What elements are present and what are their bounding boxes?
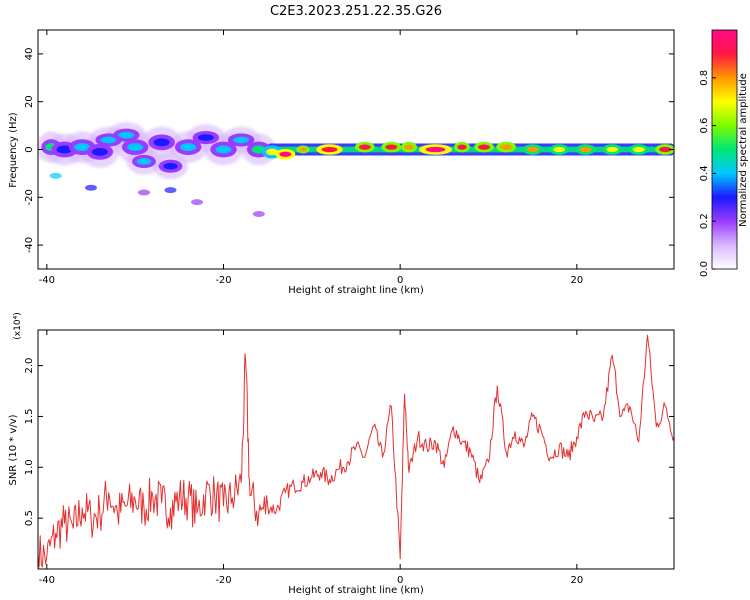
spectrogram-blob-core: [118, 131, 135, 139]
snr-y-axis-label: SNR (10 * v/v): [8, 414, 19, 485]
y-tick-label: 0.5: [24, 510, 35, 526]
spectrogram-faint-point: [191, 199, 203, 206]
spectrogram-blob-core: [279, 151, 292, 157]
colorbar-ticks: 0.0 0.2 0.4 0.6 0.8: [699, 70, 716, 277]
spectrogram-blob-core: [404, 144, 414, 150]
spectrogram-blob-core: [321, 146, 338, 153]
colorbar-tick-label: 0.2: [699, 213, 710, 229]
snr-x-ticks: -40 -20 0 20: [39, 330, 583, 586]
spectrogram-blob-core: [100, 136, 117, 144]
x-tick-label: -40: [39, 275, 55, 286]
spectrogram-blob-core: [659, 146, 672, 153]
spectrogram-blob-core: [606, 146, 619, 153]
spectrogram-blob-core: [553, 146, 566, 153]
y-tick-label: 40: [24, 48, 35, 61]
spectrogram-blob-core: [385, 144, 398, 150]
colorbar-tick-label: 0.6: [699, 118, 710, 134]
spectrogram-band-core: [267, 146, 674, 153]
colorbar-label: Normalized spectral amplitude: [738, 73, 749, 227]
spectrogram-blob-core: [127, 143, 144, 152]
colorbar-gradient: [711, 29, 738, 270]
y-tick-label: 20: [24, 95, 35, 108]
snr-series-line: [38, 334, 674, 568]
figure-title: C2E3.2023.251.22.35.G26: [270, 4, 442, 19]
y-tick-label: -20: [24, 189, 35, 205]
y-tick-label: 1.0: [24, 459, 35, 475]
y-tick-label: 2.0: [24, 358, 35, 374]
spectrogram-blobs: [38, 122, 674, 218]
spectrogram-blob-core: [299, 147, 307, 152]
colorbar-tick-label: 0.0: [699, 261, 710, 277]
spectrogram-x-axis-label: Height of straight line (km): [288, 285, 424, 296]
spectrogram-blob-core: [163, 162, 178, 170]
spectrogram-blob-core: [632, 146, 645, 153]
spectrogram-panel: -40 -20 0 20 40 20 0 -20 -40 Height of straight…: [8, 29, 675, 296]
spectrogram-faint-point: [85, 184, 97, 191]
spectrogram-blob-core: [358, 144, 371, 150]
colorbar: 0.0 0.2 0.4 0.6 0.8 Normalized spectral ampl…: [699, 29, 749, 277]
snr-panel: -40 -20 0 20 2.0 1.5 1.0 0.5 Height of straigh…: [8, 312, 675, 596]
snr-y-ticks: 2.0 1.5 1.0 0.5: [24, 358, 674, 526]
spectrogram-blob-core: [233, 136, 250, 144]
spectrogram-blob-core: [180, 143, 197, 152]
spectrogram-blob-core: [579, 146, 592, 153]
spectrogram-blob-core: [197, 134, 214, 141]
x-tick-label: -40: [39, 575, 55, 586]
x-tick-label: 20: [570, 275, 583, 286]
x-tick-label: 0: [397, 575, 403, 586]
spectrogram-faint-point: [252, 211, 265, 218]
spectrogram-faint-point: [164, 187, 177, 194]
spectrogram-blob-core: [425, 146, 446, 153]
colorbar-tick-label: 0.4: [699, 165, 710, 181]
spectrogram-blob-core: [215, 145, 232, 154]
spectrogram-blob-core: [74, 143, 91, 152]
snr-scale-label: (x10⁴): [13, 312, 23, 339]
snr-x-axis-label: Height of straight line (km): [288, 585, 424, 596]
y-tick-label: -40: [24, 237, 35, 253]
spectrogram-blob-core: [478, 144, 491, 150]
colorbar-tick-label: 0.8: [699, 70, 710, 86]
spectrogram-faint-point: [138, 189, 150, 196]
spectrogram-faint-point: [49, 172, 62, 179]
spectrogram-blob-core: [526, 146, 539, 153]
spectrogram-blob-core: [500, 144, 513, 150]
y-tick-label: 1.5: [24, 408, 35, 424]
y-tick-label: 0: [24, 146, 35, 152]
x-tick-label: -20: [215, 575, 231, 586]
spectrogram-blob-core: [266, 148, 279, 156]
spectrogram-blob-core: [91, 147, 108, 156]
spectrogram-blob-core: [153, 138, 170, 147]
spectrogram-blob-core: [457, 144, 467, 150]
spectrogram-blob-core: [56, 145, 73, 154]
x-tick-label: 20: [570, 575, 583, 586]
spectrogram-y-axis-label: Frequency (Hz): [8, 112, 19, 188]
spectrogram-x-ticks: -40 -20 0 20: [39, 30, 583, 286]
spectrogram-y-ticks: 40 20 0 -20 -40: [24, 48, 674, 253]
x-tick-label: -20: [215, 275, 231, 286]
snr-frame: [37, 329, 675, 570]
x-tick-label: 0: [397, 275, 403, 286]
spectrogram-blob-core: [136, 158, 152, 165]
